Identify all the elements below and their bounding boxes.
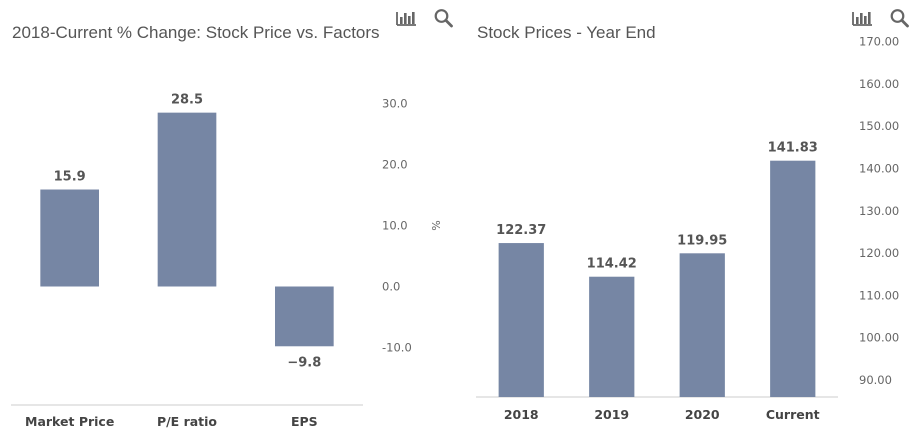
search-icon[interactable] [889, 8, 909, 28]
y-tick-label: 150.00 [859, 119, 899, 133]
x-tick-label: 2018 [504, 407, 539, 422]
data-label: 114.42 [587, 257, 637, 272]
y-tick-label: 0.0 [382, 280, 400, 294]
x-tick-label: 2019 [594, 407, 629, 422]
y-tick-label: 160.00 [859, 77, 899, 91]
y-tick-label: 10.0 [382, 219, 408, 233]
x-tick-label: Market Price [25, 414, 114, 429]
bar [589, 276, 635, 397]
right-chart-panel: 122.37 2018 114.42 2019 119.95 2020 141.83 Curr… [455, 0, 909, 442]
y-tick-label: 120.00 [859, 246, 899, 260]
left-chart: 15.9 Market Price 28.5 P/E ratio −9.8 EPS -10.… [11, 93, 442, 429]
right-chart-toolbar [851, 8, 909, 28]
x-tick-label: EPS [291, 414, 318, 429]
y-tick-label: 110.00 [859, 288, 899, 302]
bar [679, 253, 725, 397]
search-icon[interactable] [433, 8, 455, 28]
data-label: 122.37 [496, 223, 546, 238]
x-tick-label: Current [766, 407, 820, 422]
y-axis-label: % [429, 220, 442, 230]
data-label: 15.9 [54, 170, 86, 185]
data-label: 141.83 [768, 141, 818, 156]
bar-chart-icon[interactable] [851, 8, 873, 28]
data-label: 28.5 [171, 93, 203, 108]
bar-chart-icon[interactable] [395, 8, 417, 28]
y-tick-label: 90.00 [859, 373, 892, 387]
y-tick-label: 130.00 [859, 204, 899, 218]
y-tick-label: 100.00 [859, 331, 899, 345]
y-tick-label: 30.0 [382, 97, 408, 111]
y-tick-label: 20.0 [382, 158, 408, 172]
y-tick-label: -10.0 [382, 341, 412, 355]
x-tick-label: P/E ratio [157, 414, 217, 429]
data-label: 119.95 [677, 233, 727, 248]
bar [40, 189, 99, 287]
y-tick-label: 170.00 [859, 34, 899, 48]
y-tick-label: 140.00 [859, 161, 899, 175]
bar [770, 160, 816, 397]
right-chart-title: Stock Prices - Year End [477, 23, 656, 42]
bar [157, 112, 217, 287]
right-chart: 122.37 2018 114.42 2019 119.95 2020 141.83 Curr… [476, 34, 899, 422]
bar [275, 286, 334, 347]
x-tick-label: 2020 [685, 407, 720, 422]
data-label: −9.8 [287, 355, 321, 370]
left-chart-title: 2018-Current % Change: Stock Price vs. F… [12, 23, 380, 42]
bar [498, 243, 544, 397]
left-chart-panel: 15.9 Market Price 28.5 P/E ratio −9.8 EPS -10.… [11, 8, 455, 429]
left-chart-toolbar [395, 8, 455, 28]
